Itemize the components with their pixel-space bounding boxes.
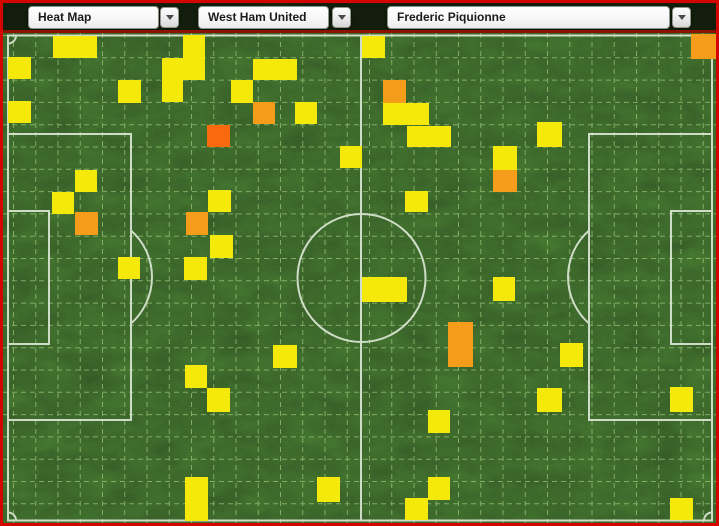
heat-cell	[560, 343, 583, 367]
left-goal-area	[7, 210, 50, 345]
heat-cell	[8, 57, 31, 79]
heat-cell	[295, 102, 317, 124]
heat-cell	[407, 126, 429, 147]
centre-circle	[296, 213, 427, 343]
view-dropdown-value: Heat Map	[38, 10, 92, 24]
heat-cell	[8, 101, 31, 123]
heat-cell	[405, 191, 428, 212]
heat-cell	[383, 103, 406, 125]
heat-cell	[208, 190, 231, 212]
player-dropdown[interactable]: Frederic Piquionne	[387, 6, 670, 29]
heat-cell	[118, 80, 141, 103]
player-dropdown-arrow-button[interactable]	[672, 7, 691, 28]
heat-cell	[185, 477, 208, 521]
heat-cell	[405, 498, 428, 520]
heat-cell	[428, 477, 450, 500]
heat-cell	[362, 277, 385, 302]
heat-cell	[184, 257, 207, 280]
heat-cell	[537, 122, 562, 147]
heat-cell	[493, 146, 517, 170]
team-dropdown-arrow-button[interactable]	[332, 7, 351, 28]
heat-cell	[118, 257, 140, 279]
heat-cell	[428, 410, 450, 433]
right-penalty-arc	[567, 229, 590, 325]
corner-arc	[703, 511, 713, 521]
heat-cell	[385, 277, 407, 302]
heat-cell	[186, 212, 208, 235]
view-dropdown-arrow-button[interactable]	[160, 7, 179, 28]
heat-cell	[493, 170, 517, 192]
heat-cell	[75, 170, 97, 192]
corner-arc	[7, 511, 17, 521]
toolbar: Heat Map West Ham United Frederic Piquio…	[3, 3, 716, 30]
team-dropdown[interactable]: West Ham United	[198, 6, 329, 29]
heat-cell	[406, 103, 429, 125]
grass-grain-texture	[3, 33, 716, 523]
heat-cell	[75, 212, 98, 235]
heat-cell	[670, 498, 693, 520]
heat-cell	[231, 80, 253, 103]
heat-cell	[253, 59, 275, 80]
heat-cell	[210, 235, 233, 258]
heat-cell	[340, 146, 362, 168]
pitch-canvas	[3, 33, 716, 523]
heat-cell	[537, 388, 562, 412]
left-penalty-arc	[130, 229, 153, 325]
heat-cell	[383, 80, 406, 103]
heat-cell	[429, 126, 451, 147]
heat-cell	[184, 58, 205, 80]
view-dropdown[interactable]: Heat Map	[28, 6, 159, 29]
heat-cell	[273, 345, 297, 368]
heat-cell	[493, 277, 515, 301]
chevron-down-icon	[677, 15, 686, 20]
chevron-down-icon	[165, 15, 174, 20]
toolbar-divider	[3, 30, 716, 33]
pitch-markings	[7, 34, 713, 522]
heat-cell	[253, 102, 275, 124]
team-dropdown-value: West Ham United	[208, 10, 307, 24]
heatmap-cells-layer	[8, 34, 716, 521]
heatmap-pitch	[3, 33, 716, 523]
heat-cell	[317, 477, 340, 502]
heat-cell	[52, 192, 74, 214]
heat-cell	[183, 35, 205, 58]
heat-cell	[53, 36, 97, 58]
heat-cell	[275, 59, 297, 80]
heat-cell	[670, 387, 693, 412]
heat-cell	[448, 322, 473, 367]
right-goal-area	[670, 210, 713, 345]
heat-cell	[162, 58, 184, 80]
app-content: Heat Map West Ham United Frederic Piquio…	[3, 3, 716, 523]
heat-cell	[185, 365, 207, 388]
chevron-down-icon	[337, 15, 346, 20]
heat-cell	[691, 34, 716, 59]
corner-arc	[7, 35, 17, 45]
player-dropdown-value: Frederic Piquionne	[397, 10, 506, 24]
heat-cell	[362, 36, 385, 58]
heat-cell	[207, 388, 230, 412]
heat-cell	[207, 125, 230, 147]
heat-cell	[162, 80, 183, 102]
